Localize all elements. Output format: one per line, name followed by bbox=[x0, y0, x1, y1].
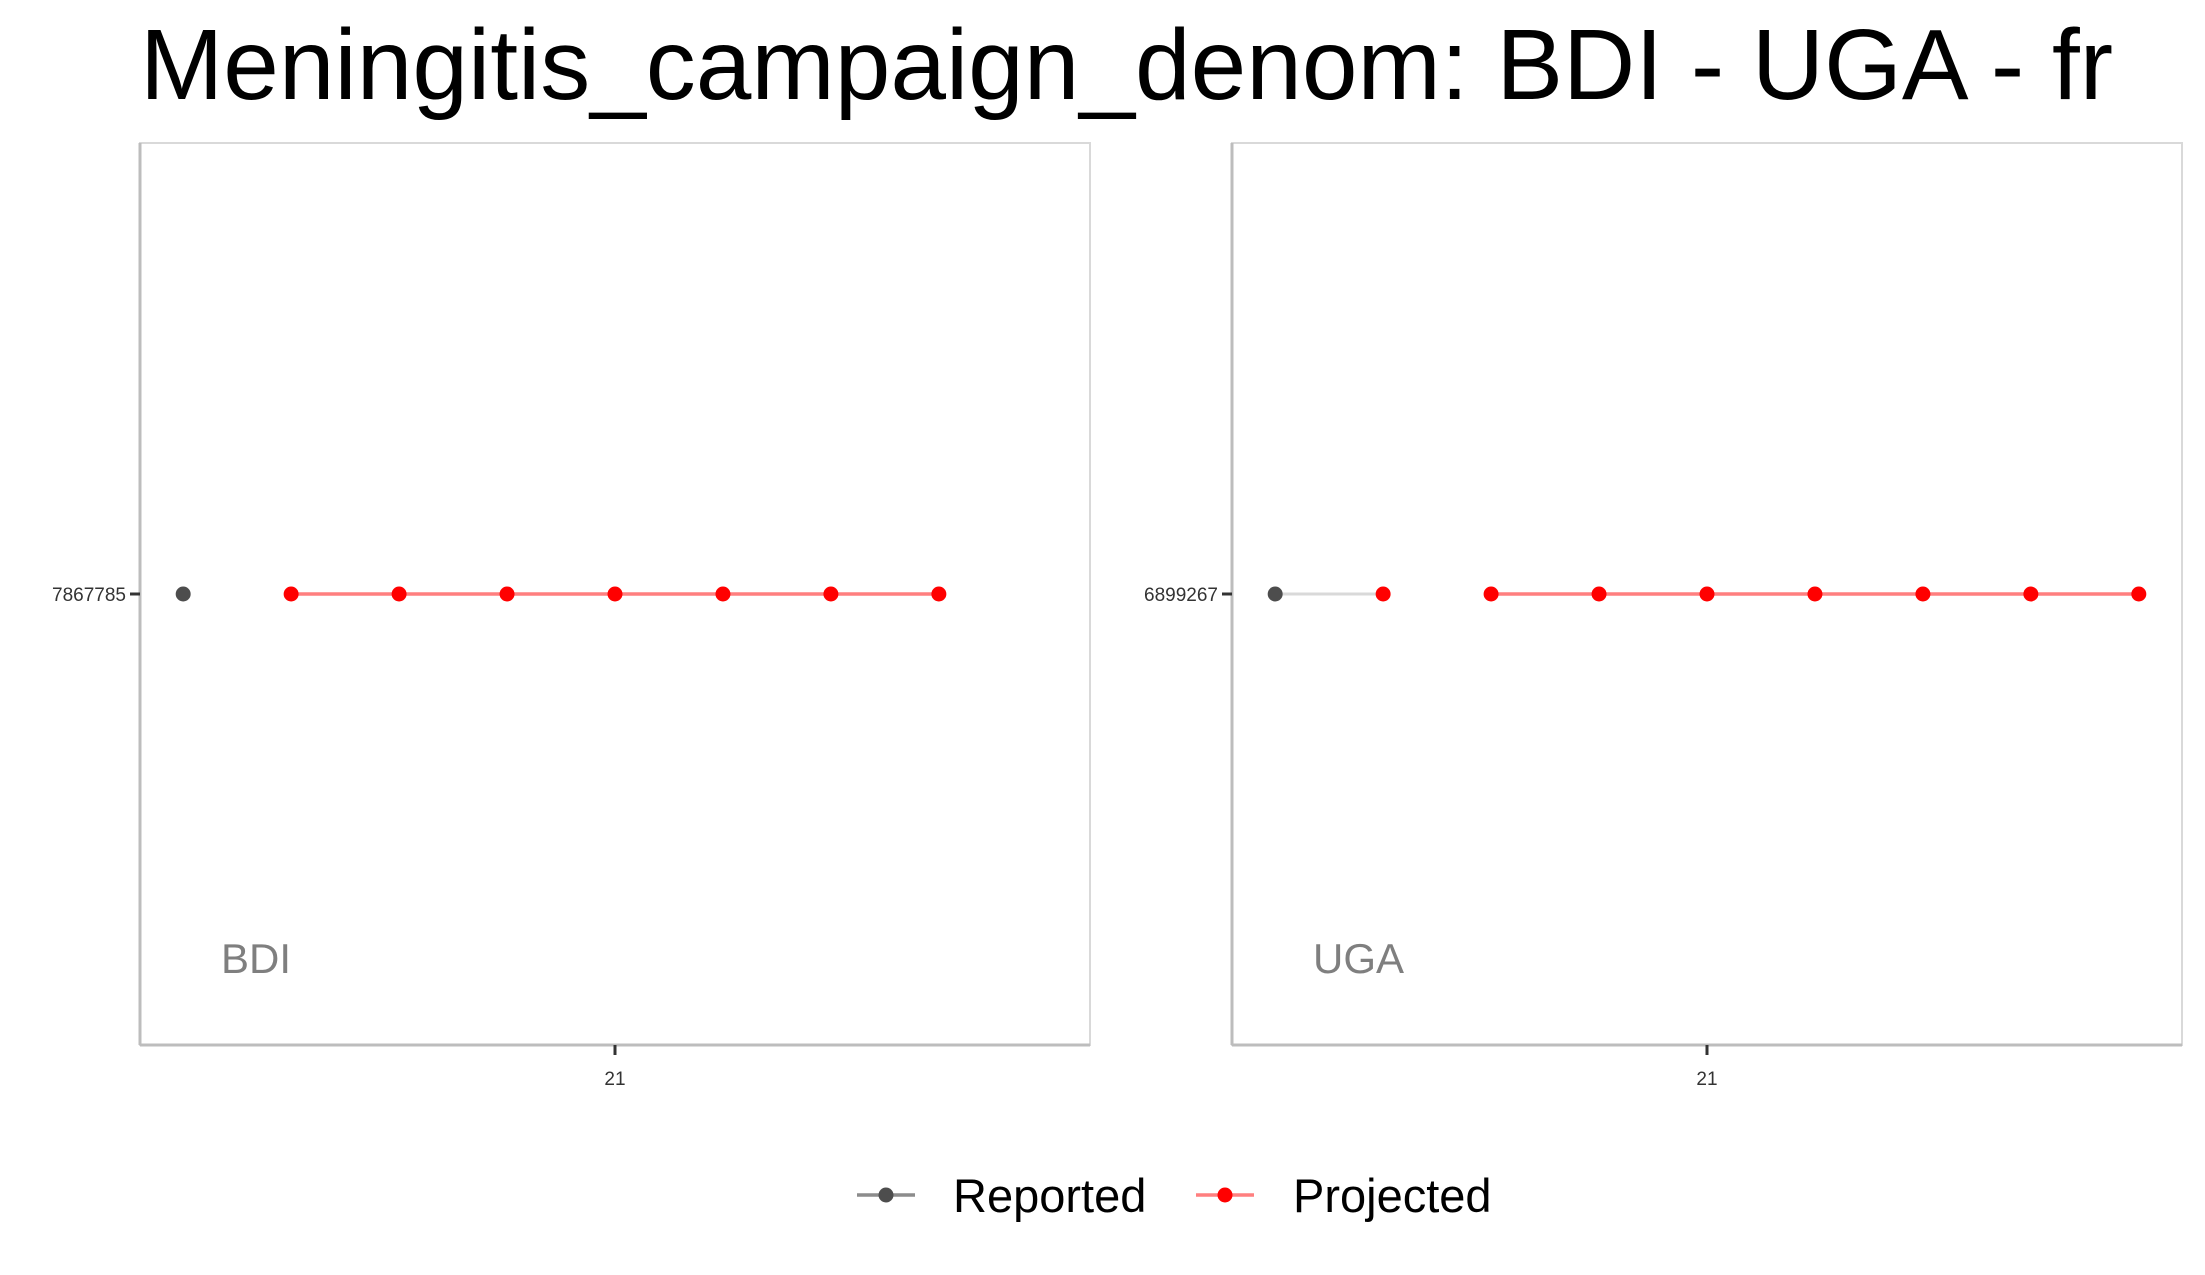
panel-bdi-projected-point-5 bbox=[715, 586, 731, 602]
panel-bdi-projected-point-3 bbox=[499, 586, 515, 602]
panel-bdi-label: BDI bbox=[221, 935, 291, 982]
panel-uga-projected-point-7 bbox=[2023, 586, 2039, 602]
legend-projected-label: Projected bbox=[1293, 1169, 1492, 1222]
panel-bdi-projected-point-1 bbox=[283, 586, 299, 602]
panel-uga-projected-point-5 bbox=[1807, 586, 1823, 602]
panel-uga-projected-point-1 bbox=[1375, 586, 1391, 602]
chart-title: Meningitis_campaign_denom: BDI - UGA - f… bbox=[140, 9, 2114, 121]
panel-bdi-projected-point-6 bbox=[823, 586, 839, 602]
panel-bdi-projected-point-4 bbox=[607, 586, 623, 602]
panel-uga-x-tick-label: 21 bbox=[1696, 1069, 1717, 1090]
panel-uga-projected-point-8 bbox=[2131, 586, 2147, 602]
panel-uga-projected-point-2 bbox=[1483, 586, 1499, 602]
panel-uga-projected-point-4 bbox=[1699, 586, 1715, 602]
panel-bdi-y-tick-label: 7867785 bbox=[52, 585, 126, 606]
panel-bdi-projected-point-2 bbox=[391, 586, 407, 602]
panel-uga-label: UGA bbox=[1313, 935, 1404, 982]
panel-uga-projected-point-6 bbox=[1915, 586, 1931, 602]
legend-projected-key-point bbox=[1217, 1187, 1233, 1203]
panel-bdi-reported-point-1 bbox=[175, 586, 191, 602]
legend-reported-label: Reported bbox=[953, 1169, 1146, 1222]
panel-uga-reported-point-1 bbox=[1267, 586, 1283, 602]
panel-uga-y-tick-label: 6899267 bbox=[1144, 585, 1218, 606]
panel-uga-projected-point-3 bbox=[1591, 586, 1607, 602]
panel-bdi-x-tick-label: 21 bbox=[604, 1069, 625, 1090]
panel-bdi-projected-point-7 bbox=[931, 586, 947, 602]
legend-reported-key-point bbox=[878, 1187, 894, 1203]
